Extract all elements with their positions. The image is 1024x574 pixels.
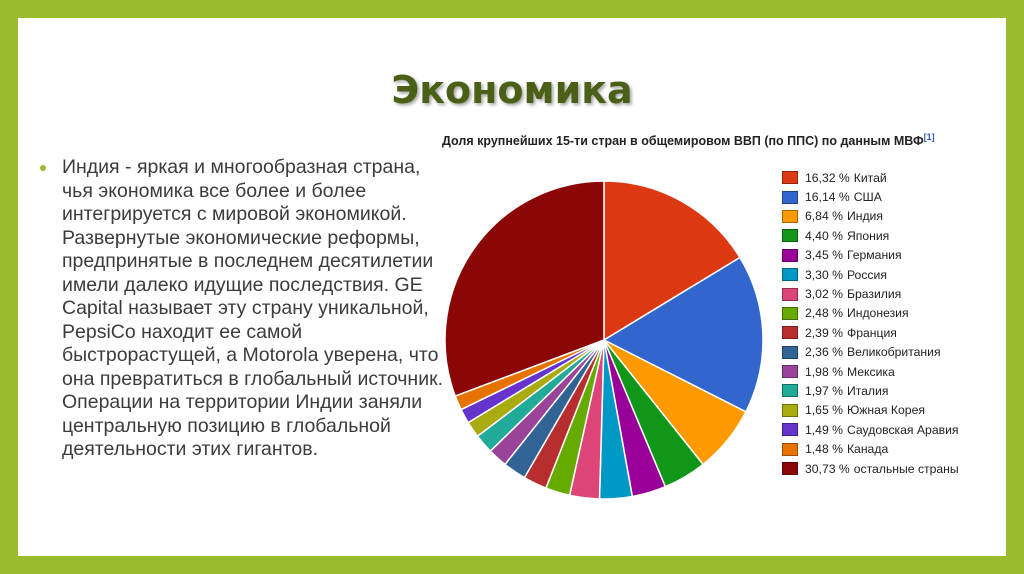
legend-item: 3,30 % Россия xyxy=(782,265,959,284)
legend-value: 1,48 % xyxy=(805,442,843,457)
legend-item: 2,48 % Индонезия xyxy=(782,304,959,323)
legend-label: Франция xyxy=(846,325,897,340)
pie-slice-1 xyxy=(603,180,741,342)
legend-value: 3,30 % xyxy=(805,267,843,282)
legend-swatch xyxy=(782,384,798,398)
slide-title: Экономика xyxy=(391,68,633,112)
legend-label: Россия xyxy=(846,267,887,282)
legend-swatch xyxy=(782,403,798,417)
legend-item: 1,48 % Канада xyxy=(782,439,959,458)
legend-item: 1,49 % Саудовская Аравия xyxy=(782,420,959,439)
legend-label: Великобритания xyxy=(846,345,941,360)
legend-label: Китай xyxy=(853,170,887,185)
legend-swatch xyxy=(782,442,798,456)
legend-value: 2,36 % xyxy=(805,345,843,360)
legend-swatch xyxy=(782,229,798,243)
legend-swatch xyxy=(782,423,798,437)
chart-legend: 16,32 % Китай 16,14 % США 6,84 % Индия 4,40 % Я… xyxy=(782,168,959,478)
legend-label: Италия xyxy=(846,383,889,398)
legend-value: 30,73 % xyxy=(805,461,850,476)
legend-label: Индонезия xyxy=(846,306,909,321)
legend-value: 4,40 % xyxy=(805,228,843,243)
chart-title-text: Доля крупнейших 15-ти стран в общемирово… xyxy=(442,134,924,149)
legend-item: 30,73 % остальные страны xyxy=(782,459,959,478)
bullet-item: Индия - яркая и многообразная страна, чь… xyxy=(40,156,450,462)
bullet-dot-icon xyxy=(40,165,46,171)
pie-slice-16 xyxy=(444,180,605,397)
legend-label: Саудовская Аравия xyxy=(846,422,959,437)
legend-label: Индия xyxy=(846,209,883,224)
legend-value: 2,48 % xyxy=(805,306,843,321)
legend-item: 3,02 % Бразилия xyxy=(782,284,959,303)
legend-value: 3,02 % xyxy=(805,287,843,302)
legend-swatch xyxy=(782,326,798,340)
legend-label: Япония xyxy=(846,228,890,243)
legend-value: 1,65 % xyxy=(805,403,843,418)
legend-value: 1,97 % xyxy=(805,383,843,398)
legend-item: 6,84 % Индия xyxy=(782,207,959,226)
legend-label: Южная Корея xyxy=(846,403,925,418)
pie-chart xyxy=(444,180,764,500)
legend-swatch xyxy=(782,287,798,301)
legend-item: 3,45 % Германия xyxy=(782,246,959,265)
legend-swatch xyxy=(782,365,798,379)
legend-item: 2,39 % Франция xyxy=(782,323,959,342)
legend-label: Мексика xyxy=(846,364,895,379)
legend-swatch xyxy=(782,209,798,223)
legend-item: 1,98 % Мексика xyxy=(782,362,959,381)
legend-swatch xyxy=(782,190,798,204)
legend-swatch xyxy=(782,171,798,185)
legend-label: Бразилия xyxy=(846,287,902,302)
legend-item: 1,97 % Италия xyxy=(782,381,959,400)
legend-swatch xyxy=(782,248,798,262)
legend-value: 1,98 % xyxy=(805,364,843,379)
legend-value: 3,45 % xyxy=(805,248,843,263)
pie-slice-2 xyxy=(602,256,764,413)
legend-label: Канада xyxy=(846,442,889,457)
legend-label: США xyxy=(853,190,882,205)
legend-item: 16,14 % США xyxy=(782,187,959,206)
legend-swatch xyxy=(782,345,798,359)
chart-title: Доля крупнейших 15-ти стран в общемирово… xyxy=(442,132,982,148)
chart-title-reference[interactable]: [1] xyxy=(923,132,935,142)
legend-value: 16,32 % xyxy=(805,170,850,185)
legend-value: 1,49 % xyxy=(805,422,843,437)
legend-item: 4,40 % Япония xyxy=(782,226,959,245)
legend-swatch xyxy=(782,268,798,282)
legend-value: 16,14 % xyxy=(805,190,850,205)
legend-item: 2,36 % Великобритания xyxy=(782,343,959,362)
legend-item: 1,65 % Южная Корея xyxy=(782,401,959,420)
legend-item: 16,32 % Китай xyxy=(782,168,959,187)
slide: Экономика Индия - яркая и многообразная … xyxy=(18,18,1006,556)
legend-label: Германия xyxy=(846,248,902,263)
bullet-text: Индия - яркая и многообразная страна, чь… xyxy=(62,156,444,460)
legend-label: остальные страны xyxy=(853,461,959,476)
legend-value: 6,84 % xyxy=(805,209,843,224)
legend-swatch xyxy=(782,306,798,320)
legend-swatch xyxy=(782,462,798,476)
legend-value: 2,39 % xyxy=(805,325,843,340)
